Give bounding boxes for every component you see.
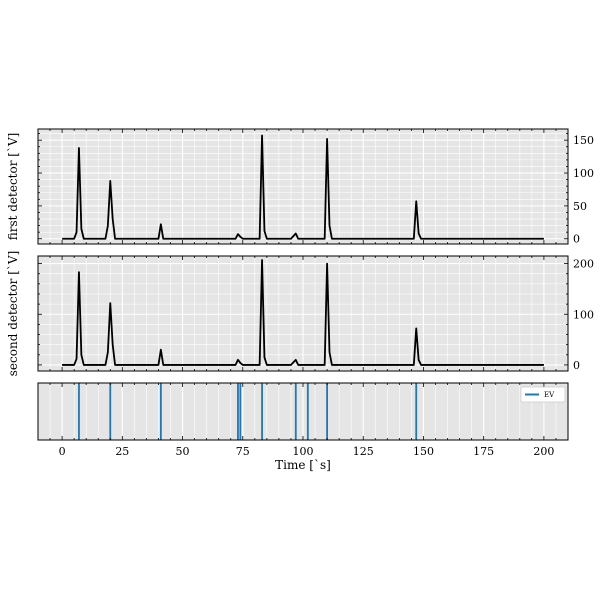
first-detector-panel: 0 50 100 150 first detector [`V] [6, 128, 594, 246]
x-tick-label: 25 [115, 445, 129, 458]
second-detector-series-line [62, 259, 544, 366]
first-detector-y-label: first detector [`V] [6, 133, 20, 241]
legend-box [520, 386, 566, 403]
y-tick-label: 0 [573, 233, 580, 246]
y-tick-label: 50 [573, 200, 587, 213]
x-tick-label: 100 [293, 445, 314, 458]
x-tick-label: 200 [533, 445, 554, 458]
first-detector-series-line [62, 134, 544, 240]
x-tick-label: 175 [473, 445, 494, 458]
x-tick-label: 50 [176, 445, 190, 458]
y-tick-label: 200 [573, 258, 594, 271]
x-tick-label: 0 [59, 445, 66, 458]
x-tick-label: 150 [413, 445, 434, 458]
y-tick-label: 150 [573, 134, 594, 147]
event-x-ticks: 0 25 50 75 100 125 150 175 200 [49, 383, 557, 458]
second-detector-panel: 0 100 200 second detector [`V] [6, 251, 594, 376]
first-detector-x-ticks [49, 129, 557, 244]
second-detector-x-ticks [49, 256, 557, 371]
legend-ev-label: EV [544, 391, 555, 399]
x-tick-label: 75 [236, 445, 250, 458]
second-detector-y-label: second detector [`V] [6, 251, 20, 376]
y-tick-label: 100 [573, 308, 594, 321]
second-detector-grid [38, 256, 568, 371]
second-detector-y-ticks: 0 100 200 [38, 258, 594, 372]
event-markers [78, 383, 418, 440]
time-axis-label: Time [`s] [275, 458, 331, 472]
y-tick-label: 100 [573, 167, 594, 180]
event-legend: EV [520, 386, 566, 403]
y-tick-label: 0 [573, 359, 580, 372]
first-detector-y-ticks: 0 50 100 150 [38, 133, 594, 246]
event-panel: 0 25 50 75 100 125 150 175 200 Time [`s] EV [37, 382, 569, 472]
x-tick-label: 125 [353, 445, 374, 458]
